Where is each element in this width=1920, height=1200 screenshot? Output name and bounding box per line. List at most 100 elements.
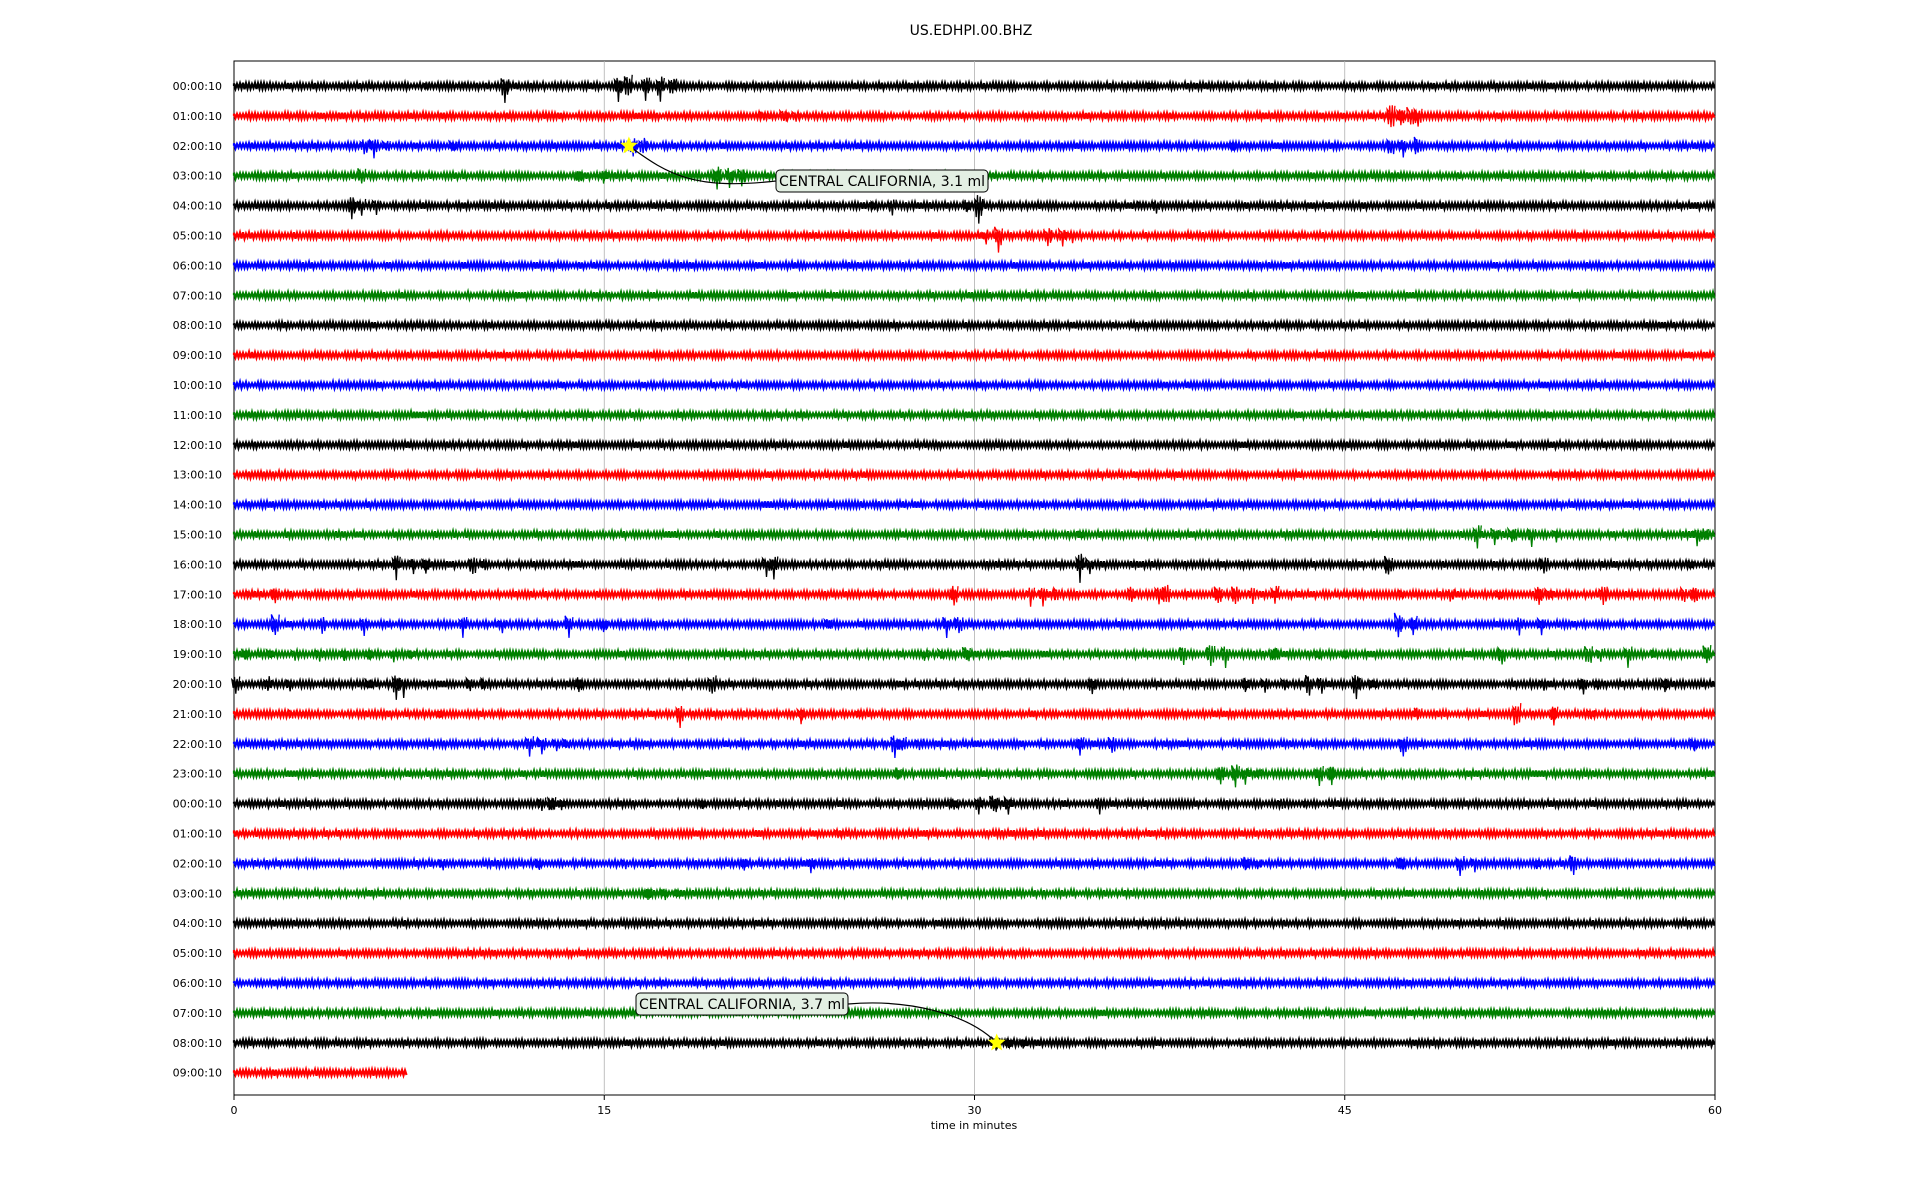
seismic-event [823, 617, 833, 629]
chart-title: US.EDHPI.00.BHZ [910, 23, 1033, 39]
seismic-event [1689, 738, 1700, 752]
row-label: 00:00:10 [173, 798, 222, 811]
seismic-event [1240, 677, 1250, 693]
seismic-event [855, 709, 865, 719]
seismic-event [406, 650, 416, 660]
trace-line [232, 975, 1716, 991]
seismic-event [983, 142, 994, 150]
seismic-event [1623, 646, 1633, 668]
seismic-event [1240, 768, 1250, 785]
seismic-event [648, 859, 658, 868]
row-label: 05:00:10 [173, 947, 222, 960]
seismic-event [949, 798, 959, 810]
seismic-event [1067, 231, 1078, 244]
seismic-event [1396, 856, 1406, 870]
seismic-event [1151, 200, 1162, 214]
seismic-event [845, 829, 855, 838]
seismic-event [287, 708, 298, 719]
seismic-event [1650, 648, 1660, 659]
seismic-event [1398, 139, 1408, 158]
seismic-event [1094, 797, 1105, 815]
seismic-event [1406, 106, 1416, 125]
row-label: 08:00:10 [173, 1037, 222, 1050]
seismic-event [1127, 586, 1137, 602]
trace-line [232, 1035, 1716, 1051]
seismic-event [1536, 616, 1547, 636]
seismic-event [391, 555, 401, 581]
seismic-event [317, 616, 327, 634]
row-label: 06:00:10 [173, 977, 222, 990]
row-label: 19:00:10 [173, 648, 222, 661]
row-label: 03:00:10 [173, 887, 222, 900]
annotation-arrow [628, 145, 777, 185]
trace-line [232, 287, 1716, 303]
seismic-event [613, 77, 623, 102]
seismic-event [347, 197, 357, 220]
seismic-event [640, 77, 651, 101]
seismic-event [961, 199, 971, 212]
trace-line [232, 437, 1716, 453]
seismic-event [1136, 200, 1147, 210]
seismic-event [435, 709, 446, 719]
seismic-event [1598, 859, 1608, 869]
seismic-event [364, 650, 374, 660]
trace-line [232, 257, 1716, 273]
seismic-event [1549, 706, 1559, 726]
seismic-event [270, 614, 280, 635]
seismic-event [1057, 227, 1068, 247]
seismic-event [270, 588, 280, 604]
row-label: 01:00:10 [173, 828, 222, 841]
seismic-event [638, 137, 648, 154]
seismic-event [1679, 585, 1690, 602]
seismic-event [1146, 82, 1157, 90]
seismic-event [1317, 677, 1327, 694]
seismic-event [1526, 527, 1537, 547]
seismic-event [1393, 612, 1403, 638]
seismic-event [1240, 856, 1250, 871]
seismic-event [1692, 529, 1702, 547]
seismic-event [1593, 680, 1603, 690]
seismic-event [1270, 585, 1280, 604]
seismic-event [1087, 678, 1097, 695]
seismic-event [892, 767, 902, 780]
seismic-event [1003, 1038, 1013, 1049]
seismic-event [1107, 736, 1117, 753]
seismic-event [240, 647, 251, 660]
seismic-event [356, 198, 367, 216]
seismic-event [1314, 766, 1324, 786]
seismic-event [1531, 859, 1542, 870]
row-label: 09:00:10 [173, 1067, 222, 1080]
row-label: 08:00:10 [173, 319, 222, 332]
seismic-event [974, 796, 984, 815]
trace-line [232, 1065, 408, 1081]
trace-line [232, 885, 1716, 901]
annotation-arrow [847, 1002, 998, 1044]
seismic-event [1472, 525, 1482, 549]
seismic-event [1038, 587, 1048, 607]
seismic-event [1445, 589, 1455, 602]
seismic-event [1544, 587, 1554, 600]
seismic-event [707, 675, 717, 694]
seismic-event [1598, 586, 1608, 605]
seismic-event [1213, 586, 1223, 604]
seismic-event [759, 110, 769, 121]
seismic-event [1344, 769, 1354, 779]
seismic-event [1386, 105, 1396, 128]
seismic-event [561, 737, 572, 749]
trace-line [232, 317, 1716, 333]
seismic-event [1396, 108, 1406, 126]
seismic-event [1351, 674, 1361, 700]
seismic-event [1206, 645, 1216, 667]
row-label: 16:00:10 [173, 558, 222, 571]
seismic-event [536, 736, 547, 755]
seismic-event [1660, 677, 1670, 693]
seismic-event [623, 74, 633, 96]
row-label: 11:00:10 [173, 409, 222, 422]
seismic-event [359, 139, 369, 155]
seismic-event [438, 858, 448, 871]
annotation-box [635, 992, 849, 1016]
seismic-event [1514, 617, 1524, 636]
trace-line [232, 138, 1716, 154]
seismic-event [791, 110, 801, 122]
row-label: 09:00:10 [173, 349, 222, 362]
